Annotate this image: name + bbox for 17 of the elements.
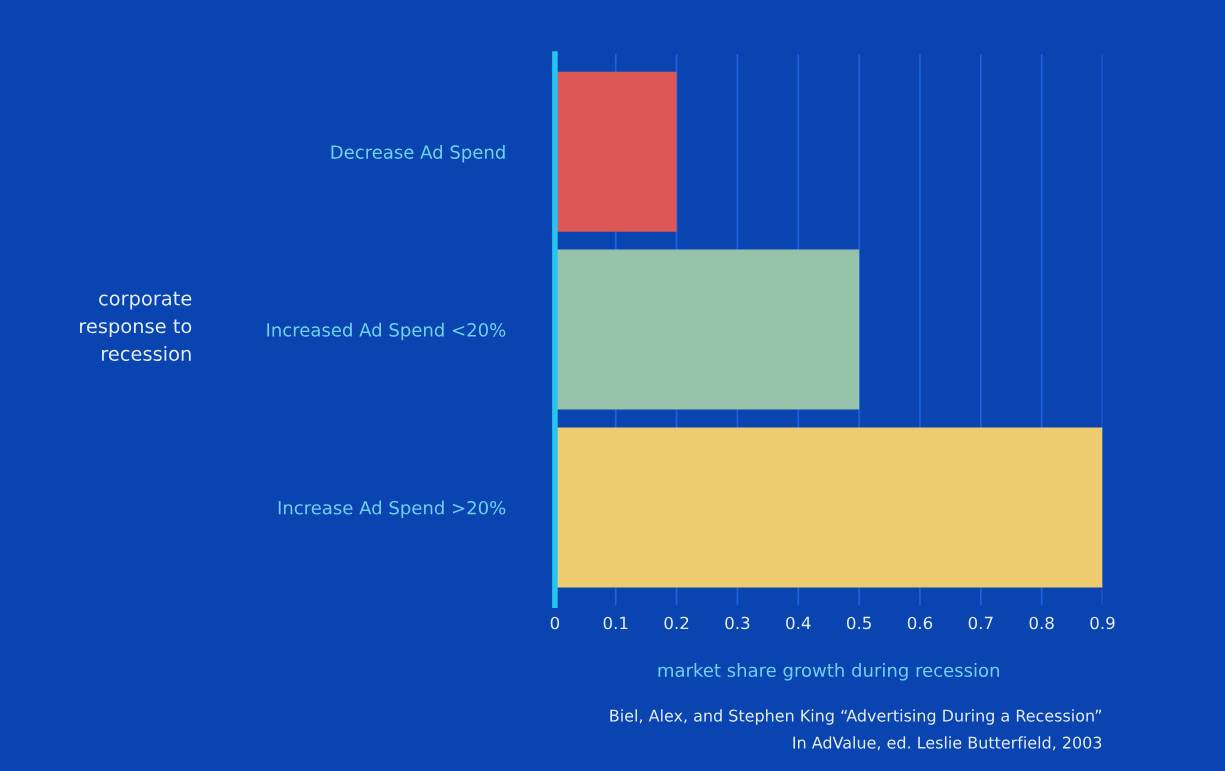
x-tick-label: 0.8	[1029, 616, 1054, 630]
x-axis-title: market share growth during recession	[658, 663, 999, 681]
y-tick-label: Increase Ad Spend >20%	[278, 500, 506, 519]
x-tick-label: 0.4	[786, 616, 811, 630]
text: In AdValue, ed. Leslie Butterfield, 2003	[793, 736, 1102, 751]
x-tick-label: 0	[550, 616, 560, 630]
x-tick-label: 0.3	[725, 616, 750, 630]
x-tick-label: 0.6	[907, 616, 933, 630]
x-tick-label: 0.7	[968, 616, 993, 630]
x-tick-label: 0.5	[846, 616, 871, 630]
x-tick-label: 0.9	[1090, 616, 1115, 630]
y-tick-label: Increased Ad Spend <20%	[267, 322, 506, 341]
text: Biel, Alex, and Stephen King “Advertising During a Recession”	[610, 709, 1102, 725]
y-tick-label: Decrease Ad Spend	[331, 144, 505, 163]
x-tick-label: 0.1	[603, 616, 628, 630]
y-axis-title: corporate response to recession	[80, 291, 192, 361]
x-tick-label: 0.2	[664, 616, 689, 630]
